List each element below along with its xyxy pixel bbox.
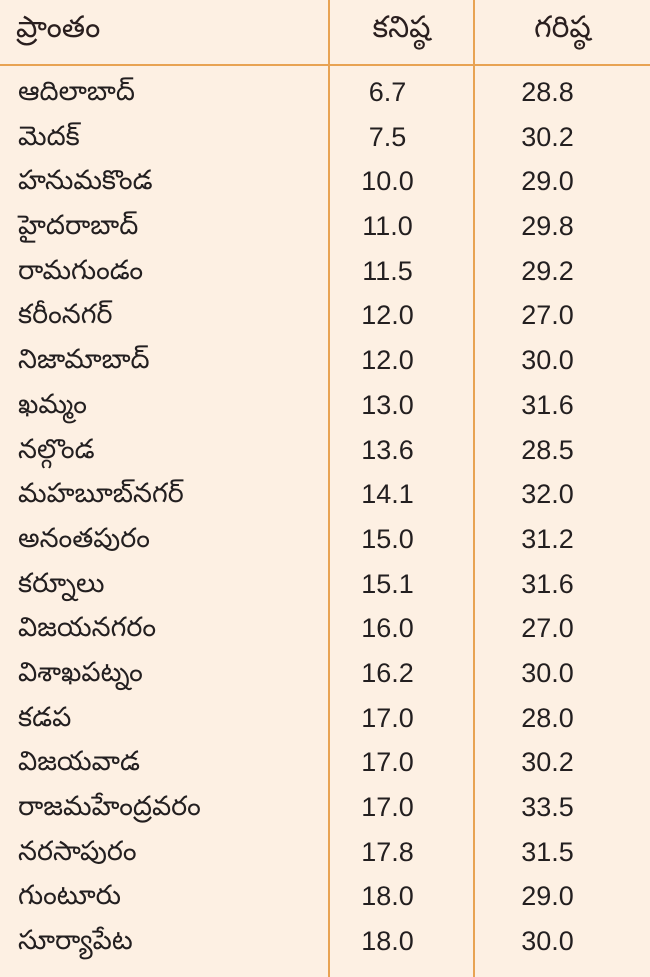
min-cell: 11.0 <box>362 211 413 242</box>
min-cell: 18.0 <box>361 926 414 957</box>
region-cell: ఆదిలాబాద్ <box>18 76 135 107</box>
region-cell: కరీంనగర్ <box>18 299 113 331</box>
max-cell: 30.0 <box>521 345 574 376</box>
table-row: రాజమహేంద్రవరం 17.0 33.5 <box>0 785 650 830</box>
table-row: విజయనగరం 16.0 27.0 <box>0 606 650 651</box>
header-min: కనిష్ఠ <box>372 10 431 45</box>
min-cell: 13.0 <box>361 389 414 420</box>
table-row: హనుమకొండ 10.0 29.0 <box>0 159 650 204</box>
min-cell: 15.1 <box>361 568 414 599</box>
region-cell: నల్గొండ <box>18 433 95 465</box>
max-cell: 30.0 <box>521 926 574 957</box>
max-cell: 30.2 <box>521 121 574 152</box>
max-cell: 29.8 <box>521 211 574 242</box>
table-row: కరీంనగర్ 12.0 27.0 <box>0 293 650 338</box>
table-row: రామగుండం 11.5 29.2 <box>0 249 650 294</box>
region-cell: కడప <box>18 701 72 733</box>
header-max: గరిష్ఠ <box>534 10 591 45</box>
region-cell: హనుమకొండ <box>18 165 153 197</box>
max-cell: 30.2 <box>521 747 574 778</box>
min-cell: 13.6 <box>361 434 414 465</box>
table-row: మెదక్ 7.5 30.2 <box>0 115 650 160</box>
table-row: హైదరాబాద్ 11.0 29.8 <box>0 204 650 249</box>
min-cell: 10.0 <box>361 166 414 197</box>
region-cell: విశాఖపట్నం <box>18 656 143 688</box>
table-body: ఆదిలాబాద్ 6.7 28.8 మెదక్ 7.5 30.2 హనుమకొ… <box>0 70 650 964</box>
min-cell: 16.0 <box>361 613 414 644</box>
min-cell: 7.5 <box>368 121 407 152</box>
max-cell: 31.6 <box>521 568 574 599</box>
region-cell: రాజమహేంద్రవరం <box>18 791 201 822</box>
header-region: ప్రాంతం <box>16 10 101 45</box>
table-row: అనంతపురం 15.0 31.2 <box>0 517 650 562</box>
region-cell: నిజామాబాద్ <box>18 344 150 376</box>
header-divider <box>0 64 650 66</box>
region-cell: సూర్యాపేట <box>18 925 133 957</box>
min-cell: 17.0 <box>361 747 414 778</box>
min-cell: 16.2 <box>361 657 414 688</box>
region-cell: హైదరాబాద్ <box>18 210 139 242</box>
region-cell: నరసాపురం <box>18 835 137 867</box>
min-cell: 12.0 <box>361 300 414 331</box>
min-cell: 6.7 <box>368 77 407 107</box>
max-cell: 27.0 <box>521 613 574 644</box>
table-row: కర్నూలు 15.1 31.6 <box>0 562 650 607</box>
max-cell: 27.0 <box>521 300 574 331</box>
region-cell: విజయవాడ <box>18 746 140 778</box>
table-row: విజయవాడ 17.0 30.2 <box>0 740 650 785</box>
region-cell: గుంటూరు <box>18 880 122 912</box>
region-cell: మెదక్ <box>18 120 80 152</box>
region-cell: మహబూబ్‌నగర్ <box>18 478 184 510</box>
min-cell: 11.5 <box>362 255 413 286</box>
max-cell: 30.0 <box>521 657 574 688</box>
max-cell: 29.0 <box>521 166 574 197</box>
column-divider <box>473 0 475 977</box>
max-cell: 28.0 <box>521 702 574 733</box>
max-cell: 32.0 <box>521 479 574 510</box>
min-cell: 12.0 <box>361 345 414 376</box>
min-cell: 15.0 <box>361 523 414 554</box>
region-cell: విజయనగరం <box>18 612 157 644</box>
min-cell: 17.8 <box>361 836 414 867</box>
max-cell: 31.2 <box>521 523 574 554</box>
max-cell: 29.0 <box>521 881 574 912</box>
table-row: మహబూబ్‌నగర్ 14.1 32.0 <box>0 472 650 517</box>
region-cell: అనంతపురం <box>18 522 150 554</box>
table-header: ప్రాంతం కనిష్ఠ గరిష్ఠ <box>0 0 650 64</box>
table-row: విశాఖపట్నం 16.2 30.0 <box>0 651 650 696</box>
table-row: సూర్యాపేట 18.0 30.0 <box>0 919 650 964</box>
table-row: నరసాపురం 17.8 31.5 <box>0 830 650 875</box>
min-cell: 17.0 <box>361 792 414 822</box>
max-cell: 28.5 <box>521 434 574 465</box>
table-row: గుంటూరు 18.0 29.0 <box>0 874 650 919</box>
max-cell: 31.5 <box>521 836 574 867</box>
column-divider <box>328 0 330 977</box>
max-cell: 31.6 <box>521 389 574 420</box>
min-cell: 17.0 <box>361 702 414 733</box>
region-cell: కర్నూలు <box>18 567 105 599</box>
min-cell: 18.0 <box>361 881 414 912</box>
table-row: నల్గొండ 13.6 28.5 <box>0 428 650 473</box>
table-row: ఆదిలాబాద్ 6.7 28.8 <box>0 70 650 115</box>
region-cell: ఖమ్మం <box>18 388 87 420</box>
table-row: కడప 17.0 28.0 <box>0 696 650 741</box>
region-cell: రామగుండం <box>18 254 144 286</box>
max-cell: 29.2 <box>521 255 574 286</box>
max-cell: 28.8 <box>521 77 574 107</box>
table-row: ఖమ్మం 13.0 31.6 <box>0 383 650 428</box>
table-row: నిజామాబాద్ 12.0 30.0 <box>0 338 650 383</box>
max-cell: 33.5 <box>521 792 574 822</box>
min-cell: 14.1 <box>361 479 414 510</box>
